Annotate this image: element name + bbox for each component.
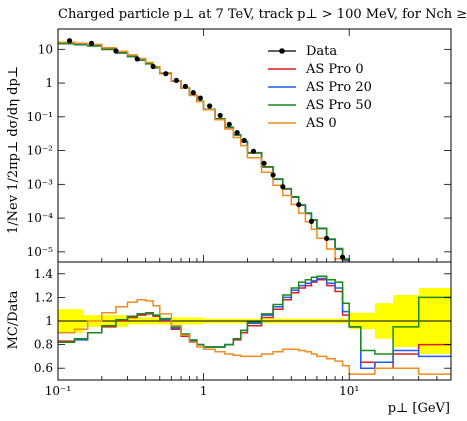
x-tick-label: 1 [200, 384, 208, 398]
x-axis-label: p⊥ [GeV] [388, 401, 450, 416]
main-y-tick-label: 10⁻¹ [27, 110, 53, 124]
data-point [182, 83, 189, 89]
ratio-series-3 [58, 299, 451, 375]
main-frame [57, 28, 452, 263]
data-point [280, 184, 286, 190]
data-point [324, 235, 330, 242]
x-tick-label: 10¹ [339, 384, 359, 398]
data-point [134, 56, 140, 62]
main-y-tick-label: 1 [45, 76, 53, 90]
data-point [250, 148, 257, 154]
data-point [88, 40, 95, 46]
data-point [270, 172, 276, 178]
data-point [339, 254, 346, 260]
data-point [150, 63, 156, 70]
data-point [113, 48, 119, 54]
data-point [207, 103, 213, 109]
data-point [261, 160, 267, 166]
data-point [308, 218, 315, 224]
x-tick-label: 10⁻¹ [45, 384, 71, 398]
data-point [190, 90, 196, 96]
legend-label-4: AS 0 [305, 116, 337, 131]
data-point [197, 95, 203, 101]
ratio-y-tick-label: 0.8 [34, 338, 53, 352]
legend-label-2: AS Pro 20 [305, 80, 372, 95]
main-panel: 10⁻⁵ 10⁻⁴ 10⁻³ 10⁻² 10⁻¹ 1 10 Data AS Pro 0 AS Pr… [27, 28, 452, 263]
ratio-y-tick-label: 1.4 [34, 267, 53, 281]
data-point [163, 71, 169, 77]
ratio-y-axis-label: MC/Data [6, 290, 21, 349]
data-point [296, 202, 302, 208]
chart-title: Charged particle p⊥ at 7 TeV, track p⊥ >… [58, 7, 467, 22]
ratio-y-tick-label: 1.2 [34, 290, 53, 304]
data-point [241, 137, 247, 144]
ratio-y-tick-label: 1 [45, 314, 53, 328]
legend-marker-data [279, 48, 285, 54]
main-y-tick-label: 10⁻⁴ [27, 211, 54, 225]
main-y-axis-label: 1/Nev 1/2πp⊥ dσ/dη dp⊥ [6, 66, 21, 234]
data-point [217, 112, 223, 119]
main-y-tick-label: 10⁻³ [27, 177, 54, 191]
ratio-y-tick-label: 0.6 [34, 361, 53, 375]
ratio-series-2 [58, 275, 451, 355]
data-point [226, 121, 232, 127]
main-y-tick-label: 10⁻² [27, 144, 54, 158]
ratio-panel: 0.6 0.8 1 1.2 1.4 10⁻¹ 1 10¹ [34, 261, 452, 398]
legend-label-1: AS Pro 0 [305, 62, 364, 77]
main-y-tick-label: 10 [38, 42, 53, 56]
data-point [66, 38, 73, 44]
data-point [234, 130, 240, 136]
main-y-tick-label: 10⁻⁵ [27, 245, 54, 259]
legend-label-0: Data [306, 44, 337, 59]
legend-label-3: AS Pro 50 [305, 98, 372, 113]
data-point [173, 77, 179, 84]
